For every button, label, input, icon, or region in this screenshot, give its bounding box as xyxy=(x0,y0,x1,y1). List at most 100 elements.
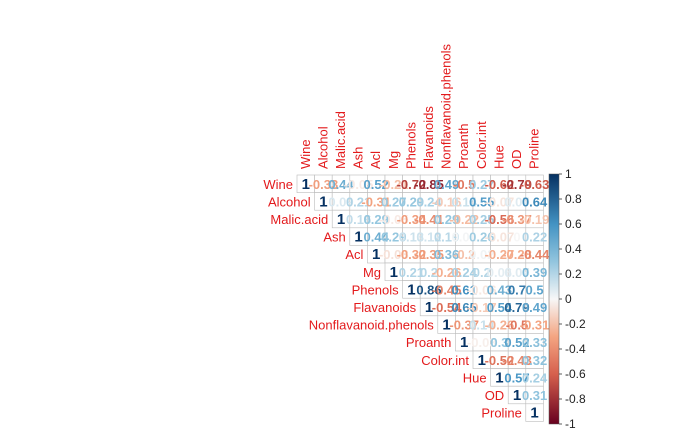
correlation-value: -0.43 xyxy=(502,353,532,368)
correlation-value: 0.36 xyxy=(434,247,459,262)
correlation-value: 0.79 xyxy=(504,300,529,315)
correlation-value: -0.17 xyxy=(467,300,497,315)
column-label: Phenols xyxy=(403,122,418,169)
correlation-value: 0.49 xyxy=(434,177,459,192)
row-label: Proline xyxy=(481,406,521,421)
column-label: Wine xyxy=(298,139,313,169)
colorbar-tick-label: -1 xyxy=(565,417,576,431)
column-label: Ash xyxy=(351,147,366,169)
correlation-value: -0.85 xyxy=(414,177,444,192)
correlation-value: -0.32 xyxy=(397,247,427,262)
correlation-cells: 1-0.330.44-0.050.52-0.21-0.72-0.850.49-0… xyxy=(302,176,551,422)
correlation-value: 0.24 xyxy=(416,194,442,209)
correlation-value: -0.34 xyxy=(397,212,427,227)
correlation-value: -0.28 xyxy=(502,247,532,262)
correlation-value: 1 xyxy=(319,193,327,210)
correlation-value: 1 xyxy=(302,176,310,193)
column-label: Mg xyxy=(386,151,401,169)
correlation-value: -0.5 xyxy=(453,177,475,192)
correlation-value: 0.25 xyxy=(469,212,494,227)
correlation-value: 0.61 xyxy=(452,282,477,297)
correlation-value: -0.41 xyxy=(414,212,444,227)
correlation-value: -0.63 xyxy=(520,177,550,192)
row-label: Color.int xyxy=(421,353,469,368)
correlation-value: -0.26 xyxy=(432,265,462,280)
correlation-value: 0.65 xyxy=(452,300,477,315)
correlation-value: 0.57 xyxy=(504,370,529,385)
correlation-value: 0.21 xyxy=(346,194,371,209)
correlation-value: -0.33 xyxy=(309,177,339,192)
correlation-value: 0.39 xyxy=(522,265,547,280)
column-label: Malic.acid xyxy=(333,111,348,169)
correlation-value: -0.26 xyxy=(485,318,515,333)
correlation-value: -0.05 xyxy=(344,177,374,192)
colorbar-tick-label: -0.2 xyxy=(565,317,586,331)
row-label: Alcohol xyxy=(268,194,311,209)
correlation-value: 0.06 xyxy=(487,265,512,280)
correlation-value: 0.43 xyxy=(487,282,512,297)
correlation-value: 0.5 xyxy=(526,282,544,297)
grid-cell xyxy=(525,403,544,422)
correlation-value: 0.3 xyxy=(490,335,508,350)
colorbar-tick-label: 0.4 xyxy=(565,242,582,256)
correlation-value: 1 xyxy=(478,352,486,369)
correlation-value: -0.21 xyxy=(379,177,409,192)
correlation-value: 1 xyxy=(495,369,503,386)
correlation-value: 0.01 xyxy=(452,230,477,245)
correlation-value: 0.21 xyxy=(399,265,424,280)
row-label: Malic.acid xyxy=(270,212,328,227)
correlation-value: 0.14 xyxy=(469,318,495,333)
correlation-value: 0.54 xyxy=(487,300,513,315)
row-label: Wine xyxy=(263,177,293,192)
correlation-value: -0.37 xyxy=(449,318,479,333)
correlation-value: -0.07 xyxy=(485,194,515,209)
correlation-value: 0.14 xyxy=(452,194,478,209)
correlation-value: 0.7 xyxy=(508,282,526,297)
correlation-value: 0.31 xyxy=(522,388,547,403)
correlation-value: -0.31 xyxy=(520,318,550,333)
row-label: OD xyxy=(485,388,505,403)
colorbar-tick-label: 0.8 xyxy=(565,192,582,206)
correlation-value: 0.27 xyxy=(469,177,494,192)
correlation-value: -0.06 xyxy=(467,282,497,297)
colorbar-tick-label: -0.4 xyxy=(565,342,586,356)
correlation-value: -0.22 xyxy=(449,212,479,227)
correlation-value: -0.37 xyxy=(502,212,532,227)
correlation-value: 1 xyxy=(372,246,380,263)
correlation-value: -0.31 xyxy=(361,194,391,209)
row-label: Proanth xyxy=(406,335,452,350)
correlation-value: 0.55 xyxy=(469,194,494,209)
correlation-value: -0.35 xyxy=(414,247,444,262)
correlation-value: 0.13 xyxy=(399,230,424,245)
correlation-value: 0.07 xyxy=(504,194,529,209)
column-label: Proanth xyxy=(456,123,471,169)
correlation-value: -0.2 xyxy=(453,247,475,262)
colorbar-gradient xyxy=(548,173,560,425)
correlation-value: 0.29 xyxy=(364,212,389,227)
correlation-value: 0.16 xyxy=(346,212,371,227)
correlation-value: 0 xyxy=(513,230,520,245)
column-label: Proline xyxy=(527,129,542,169)
correlation-value: 1 xyxy=(442,317,450,334)
column-label: Flavanoids xyxy=(421,106,436,169)
correlation-value: 0.29 xyxy=(434,212,459,227)
colorbar-tick-label: 0.2 xyxy=(565,267,582,281)
column-label: OD xyxy=(509,150,524,170)
correlation-value: -0.27 xyxy=(485,247,515,262)
correlation-value: 0.29 xyxy=(399,194,424,209)
correlation-value: 0.24 xyxy=(452,265,478,280)
correlation-value: 0.52 xyxy=(364,177,389,192)
correlation-value: 1 xyxy=(425,299,433,316)
correlation-value: -0.79 xyxy=(502,177,532,192)
colorbar-tick-label: -0.6 xyxy=(565,367,586,381)
correlation-value: -0.03 xyxy=(467,335,497,350)
column-labels: Wine Alcohol Malic.acid Ash Acl Mg Phenols Flav… xyxy=(298,43,542,169)
correlation-value: -0.52 xyxy=(485,353,515,368)
row-label: Hue xyxy=(463,370,487,385)
correlation-value: -0.62 xyxy=(485,177,515,192)
color-legend: 1 0.8 0.6 0.4 0.2 0 -0.2 -0.4 -0.6 -0.8 -1 xyxy=(548,167,586,431)
colorbar-tick-label: 1 xyxy=(565,167,572,181)
correlation-value: 0.02 xyxy=(469,247,494,262)
correlation-value: 0.27 xyxy=(381,194,406,209)
